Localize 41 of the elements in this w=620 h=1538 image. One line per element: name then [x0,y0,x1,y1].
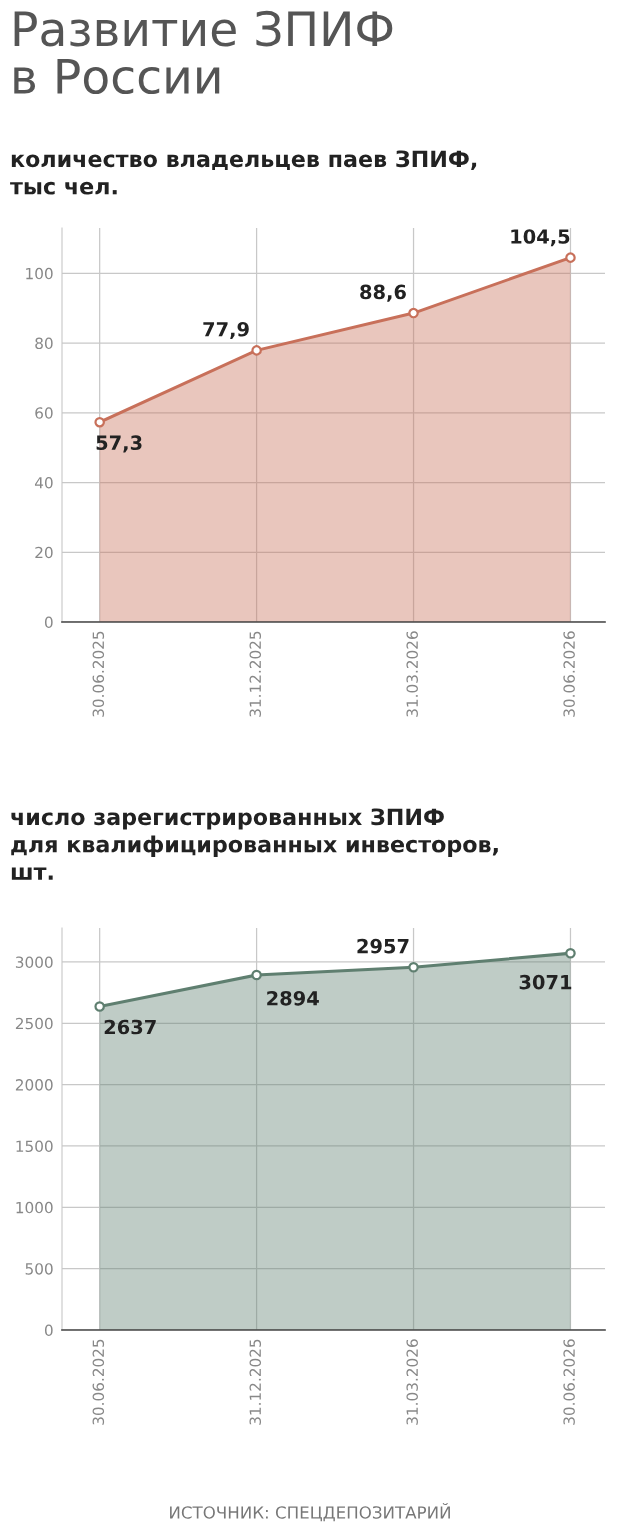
y-tick-label: 100 [26,267,53,280]
data-label: 2637 [104,1019,156,1035]
point [565,252,576,263]
text: 77,9 [203,321,249,340]
y-tick-label: 2500 [15,1017,53,1030]
y-tick-label: 1000 [16,1201,53,1214]
chart-title: Развитие ЗПИФ в России [14,10,393,95]
chart-subtitle: число зарегистрированных ЗПИФ для квалифицированных инвесторов, шт. [11,808,498,880]
point [251,969,262,981]
point [251,345,262,356]
y-tick-label: 1500 [16,1140,53,1153]
y-tick-label: 80 [35,337,53,350]
x-tick-label: 31.12.2025 [249,1339,262,1425]
y-tick-label: 3000 [15,956,53,968]
x-tick-label: 30.06.2025 [92,631,105,717]
data-label: 2957 [357,938,409,954]
x-tick-label: 30.06.2025 [92,1339,105,1425]
text: 104,5 [511,229,570,247]
text: 88,6 [360,284,406,302]
text: ИСТОЧНИК: СПЕЦДЕПОЗИТАРИЙ [170,1503,450,1522]
point [408,961,419,973]
text: 57,3 [96,435,142,453]
data-label: 2894 [267,990,319,1006]
chart-subtitle: количество владельцев паев ЗПИФ, тыс чел. [10,150,477,195]
y-tick-label: 20 [35,546,53,559]
x-tick-label: 31.03.2026 [406,631,418,717]
x-tick-label: 30.06.2026 [563,631,575,717]
x-tick-label: 31.03.2026 [406,1339,418,1425]
y-tick-label: 2000 [15,1079,53,1091]
y-tick-label: 500 [25,1263,53,1275]
x-tick-label: 30.06.2026 [563,1339,575,1425]
y-tick-label: 40 [34,477,53,489]
point [94,416,105,428]
x-tick-label: 31.12.2025 [249,631,262,717]
y-tick-label: 0 [44,1324,53,1337]
data-label: 3071 [519,974,572,990]
point [408,307,419,319]
point [565,947,576,959]
y-tick-label: 60 [35,407,53,419]
y-tick-label: 0 [44,616,53,629]
point [94,1001,105,1012]
